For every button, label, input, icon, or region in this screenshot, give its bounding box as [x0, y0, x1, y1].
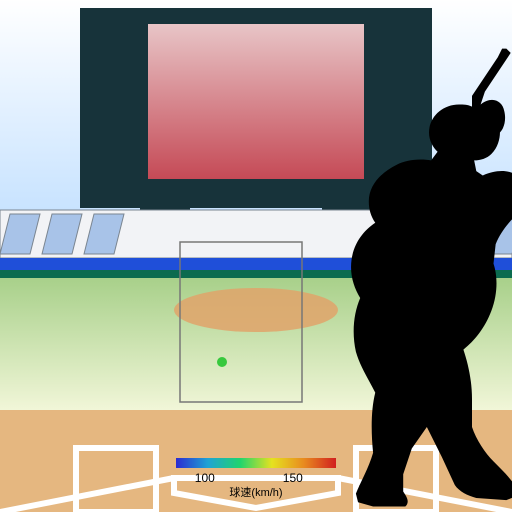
pitch-marker — [217, 357, 227, 367]
legend-label: 球速(km/h) — [229, 485, 282, 499]
legend-colorbar — [176, 458, 336, 468]
legend-tick-1: 150 — [283, 471, 303, 485]
pitchers-mound — [174, 288, 338, 332]
legend-tick-0: 100 — [195, 471, 215, 485]
scoreboard-screen — [148, 24, 364, 179]
